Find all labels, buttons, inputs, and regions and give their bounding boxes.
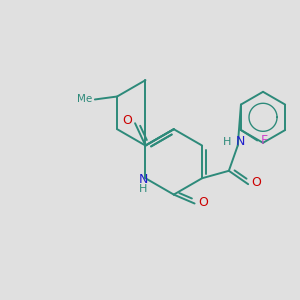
Text: O: O xyxy=(251,176,261,189)
Text: N: N xyxy=(236,136,245,148)
Text: H: H xyxy=(223,137,232,147)
Text: O: O xyxy=(198,196,208,208)
Text: N: N xyxy=(138,173,148,186)
Text: O: O xyxy=(122,114,132,127)
Text: F: F xyxy=(261,134,268,147)
Text: H: H xyxy=(139,184,147,194)
Text: Me: Me xyxy=(77,94,92,104)
